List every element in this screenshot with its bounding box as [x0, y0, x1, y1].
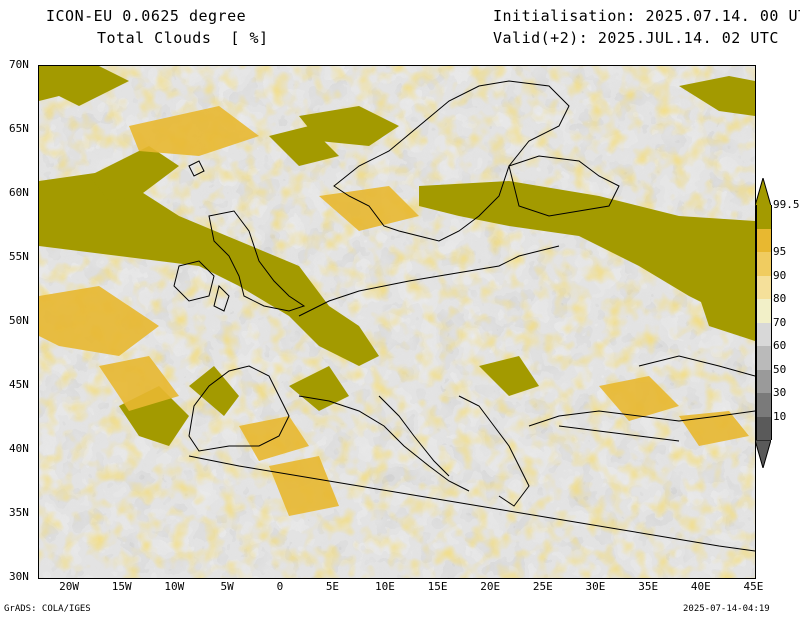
- overcast-areas: [39, 66, 755, 446]
- colorbar-segment: [756, 228, 772, 252]
- lon-tick-label: 20E: [480, 580, 501, 593]
- colorbar-label: 70: [773, 315, 787, 329]
- lat-tick-label: 55N: [9, 250, 29, 263]
- colorbar-label: 10: [773, 409, 787, 423]
- lon-tick-label: 40E: [690, 580, 711, 593]
- footer-credit: GrADS: COLA/IGES: [4, 604, 91, 614]
- lon-tick-label: 45E: [743, 580, 764, 593]
- lat-tick-label: 60N: [9, 186, 29, 199]
- lat-tick-label: 70N: [9, 58, 29, 71]
- valid-time: Valid(+2): 2025.JUL.14. 02 UTC: [493, 29, 779, 47]
- colorbar-segment: [756, 205, 772, 229]
- colorbar-label: 30: [773, 386, 787, 399]
- colorbar-label: 50: [773, 362, 787, 376]
- lon-tick-label: 35E: [638, 580, 659, 593]
- lat-tick-label: 50N: [9, 314, 29, 327]
- field-title: Total Clouds [ %]: [97, 29, 269, 47]
- lon-tick-label: 0: [276, 580, 284, 593]
- colorbar-segment: [756, 393, 772, 417]
- init-time: Initialisation: 2025.07.14. 00 UTC: [493, 7, 800, 25]
- colorbar-segment: [756, 322, 772, 346]
- colorbar-label: 60: [773, 339, 787, 352]
- lon-tick-label: 5W: [220, 580, 234, 593]
- cloud-cover-map: [38, 65, 756, 579]
- colorbar-segment: [756, 252, 772, 276]
- colorbar-segment: [756, 416, 772, 440]
- lon-tick-label: 10W: [164, 580, 185, 593]
- colorbar-segment: [756, 369, 772, 393]
- colorbar-label: 95: [773, 245, 787, 258]
- lat-tick-label: 35N: [9, 506, 29, 519]
- lon-tick-label: 25E: [532, 580, 553, 593]
- colorbar-bottom-arrow: [755, 440, 771, 468]
- lon-tick-label: 20W: [59, 580, 79, 593]
- coastlines: [173, 80, 755, 552]
- map-field: [39, 66, 755, 578]
- colorbar-label: 99.5: [773, 198, 800, 211]
- model-title: ICON-EU 0.0625 degree: [46, 7, 247, 25]
- lon-tick-label: 5E: [325, 580, 340, 593]
- colorbar-label: 80: [773, 292, 787, 305]
- lat-tick-label: 30N: [9, 570, 29, 583]
- colorbar-label: 90: [773, 268, 787, 282]
- colorbar-segment: [756, 275, 772, 299]
- lon-tick-label: 15E: [427, 580, 448, 593]
- colorbar-top-arrow: [755, 178, 771, 206]
- colorbar-segment: [756, 346, 772, 370]
- lat-tick-label: 65N: [9, 122, 29, 135]
- lon-tick-label: 10E: [374, 580, 395, 593]
- lat-tick-label: 40N: [9, 442, 29, 455]
- lon-tick-label: 30E: [585, 580, 606, 593]
- colorbar-segment: [756, 299, 772, 323]
- lat-tick-label: 45N: [9, 378, 29, 391]
- lon-tick-label: 15W: [111, 580, 132, 593]
- footer-timestamp: 2025-07-14-04:19: [683, 604, 770, 614]
